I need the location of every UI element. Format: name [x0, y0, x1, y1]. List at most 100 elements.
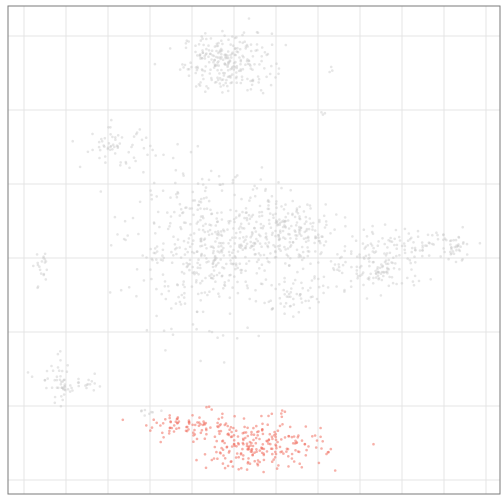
- background-point: [50, 386, 54, 390]
- background-point: [200, 56, 203, 60]
- highlight-point: [237, 455, 240, 459]
- background-point: [452, 238, 456, 242]
- background-point: [116, 134, 120, 137]
- background-point: [263, 67, 266, 70]
- background-point: [374, 250, 378, 253]
- highlight-point: [333, 469, 337, 472]
- background-point: [362, 256, 366, 259]
- background-point: [218, 76, 222, 80]
- background-point: [236, 280, 239, 284]
- background-point: [239, 268, 242, 272]
- background-point: [215, 44, 218, 48]
- background-point: [201, 57, 204, 60]
- background-point: [329, 232, 332, 235]
- background-point: [289, 237, 292, 240]
- background-point: [276, 223, 279, 227]
- background-point: [362, 228, 366, 231]
- background-point: [212, 274, 216, 278]
- background-point: [258, 215, 261, 218]
- background-point: [271, 231, 274, 235]
- background-point: [394, 262, 397, 265]
- background-point: [213, 64, 217, 67]
- background-point: [369, 272, 373, 276]
- background-point: [209, 52, 212, 56]
- background-point: [411, 280, 415, 283]
- background-point: [207, 178, 211, 182]
- background-point: [337, 265, 341, 269]
- background-point: [370, 244, 374, 247]
- background-point: [314, 236, 318, 239]
- background-point: [219, 230, 223, 233]
- background-point: [280, 205, 283, 208]
- background-point: [244, 280, 247, 284]
- background-point: [213, 256, 217, 259]
- highlight-point: [270, 412, 274, 416]
- background-point: [219, 249, 223, 253]
- background-point: [142, 146, 146, 150]
- background-point: [235, 71, 238, 74]
- background-point: [275, 200, 278, 203]
- background-point: [185, 261, 188, 265]
- background-point: [38, 268, 42, 272]
- background-point: [64, 388, 67, 392]
- background-point: [367, 278, 371, 281]
- background-point: [109, 244, 113, 247]
- background-point: [59, 382, 63, 386]
- background-point: [159, 258, 163, 262]
- highlight-point: [251, 444, 255, 448]
- background-point: [234, 209, 238, 213]
- background-point: [206, 87, 210, 90]
- background-point: [315, 297, 319, 301]
- background-point: [365, 235, 369, 238]
- background-point: [134, 159, 137, 163]
- background-point: [307, 299, 311, 303]
- background-point: [198, 53, 202, 56]
- background-point: [319, 252, 322, 256]
- background-point: [410, 268, 413, 271]
- background-point: [116, 233, 119, 236]
- highlight-point: [262, 452, 266, 456]
- background-point: [198, 200, 201, 203]
- background-point: [449, 239, 453, 242]
- background-point: [304, 299, 307, 303]
- background-point: [238, 243, 241, 247]
- background-point: [278, 221, 282, 225]
- highlight-point: [245, 442, 249, 446]
- background-point: [389, 236, 392, 240]
- background-point: [318, 239, 321, 243]
- background-point: [210, 49, 214, 52]
- highlight-point: [210, 408, 213, 411]
- highlight-point: [162, 436, 165, 439]
- highlight-point: [270, 435, 274, 439]
- highlight-point: [244, 436, 247, 440]
- background-point: [58, 378, 62, 382]
- background-point: [124, 162, 128, 165]
- background-point: [210, 232, 214, 236]
- background-point: [148, 412, 151, 416]
- background-point: [70, 386, 73, 390]
- background-point: [248, 63, 251, 66]
- background-point: [258, 63, 261, 66]
- background-point: [245, 284, 249, 287]
- background-point: [239, 58, 243, 62]
- background-point: [266, 244, 269, 247]
- highlight-point: [254, 441, 258, 445]
- highlight-point: [292, 435, 296, 438]
- background-point: [317, 277, 320, 281]
- background-point: [213, 58, 216, 62]
- background-point: [241, 67, 245, 71]
- highlight-point: [286, 447, 290, 451]
- background-point: [227, 38, 230, 41]
- background-point: [250, 244, 253, 248]
- highlight-point: [242, 438, 245, 442]
- background-point: [76, 381, 80, 384]
- background-point: [262, 224, 265, 228]
- background-point: [203, 207, 206, 211]
- background-point: [413, 246, 417, 250]
- highlight-point: [319, 426, 322, 430]
- background-point: [66, 388, 70, 391]
- background-point: [36, 263, 40, 267]
- background-point: [252, 248, 256, 251]
- background-point: [170, 250, 173, 254]
- background-point: [455, 244, 458, 247]
